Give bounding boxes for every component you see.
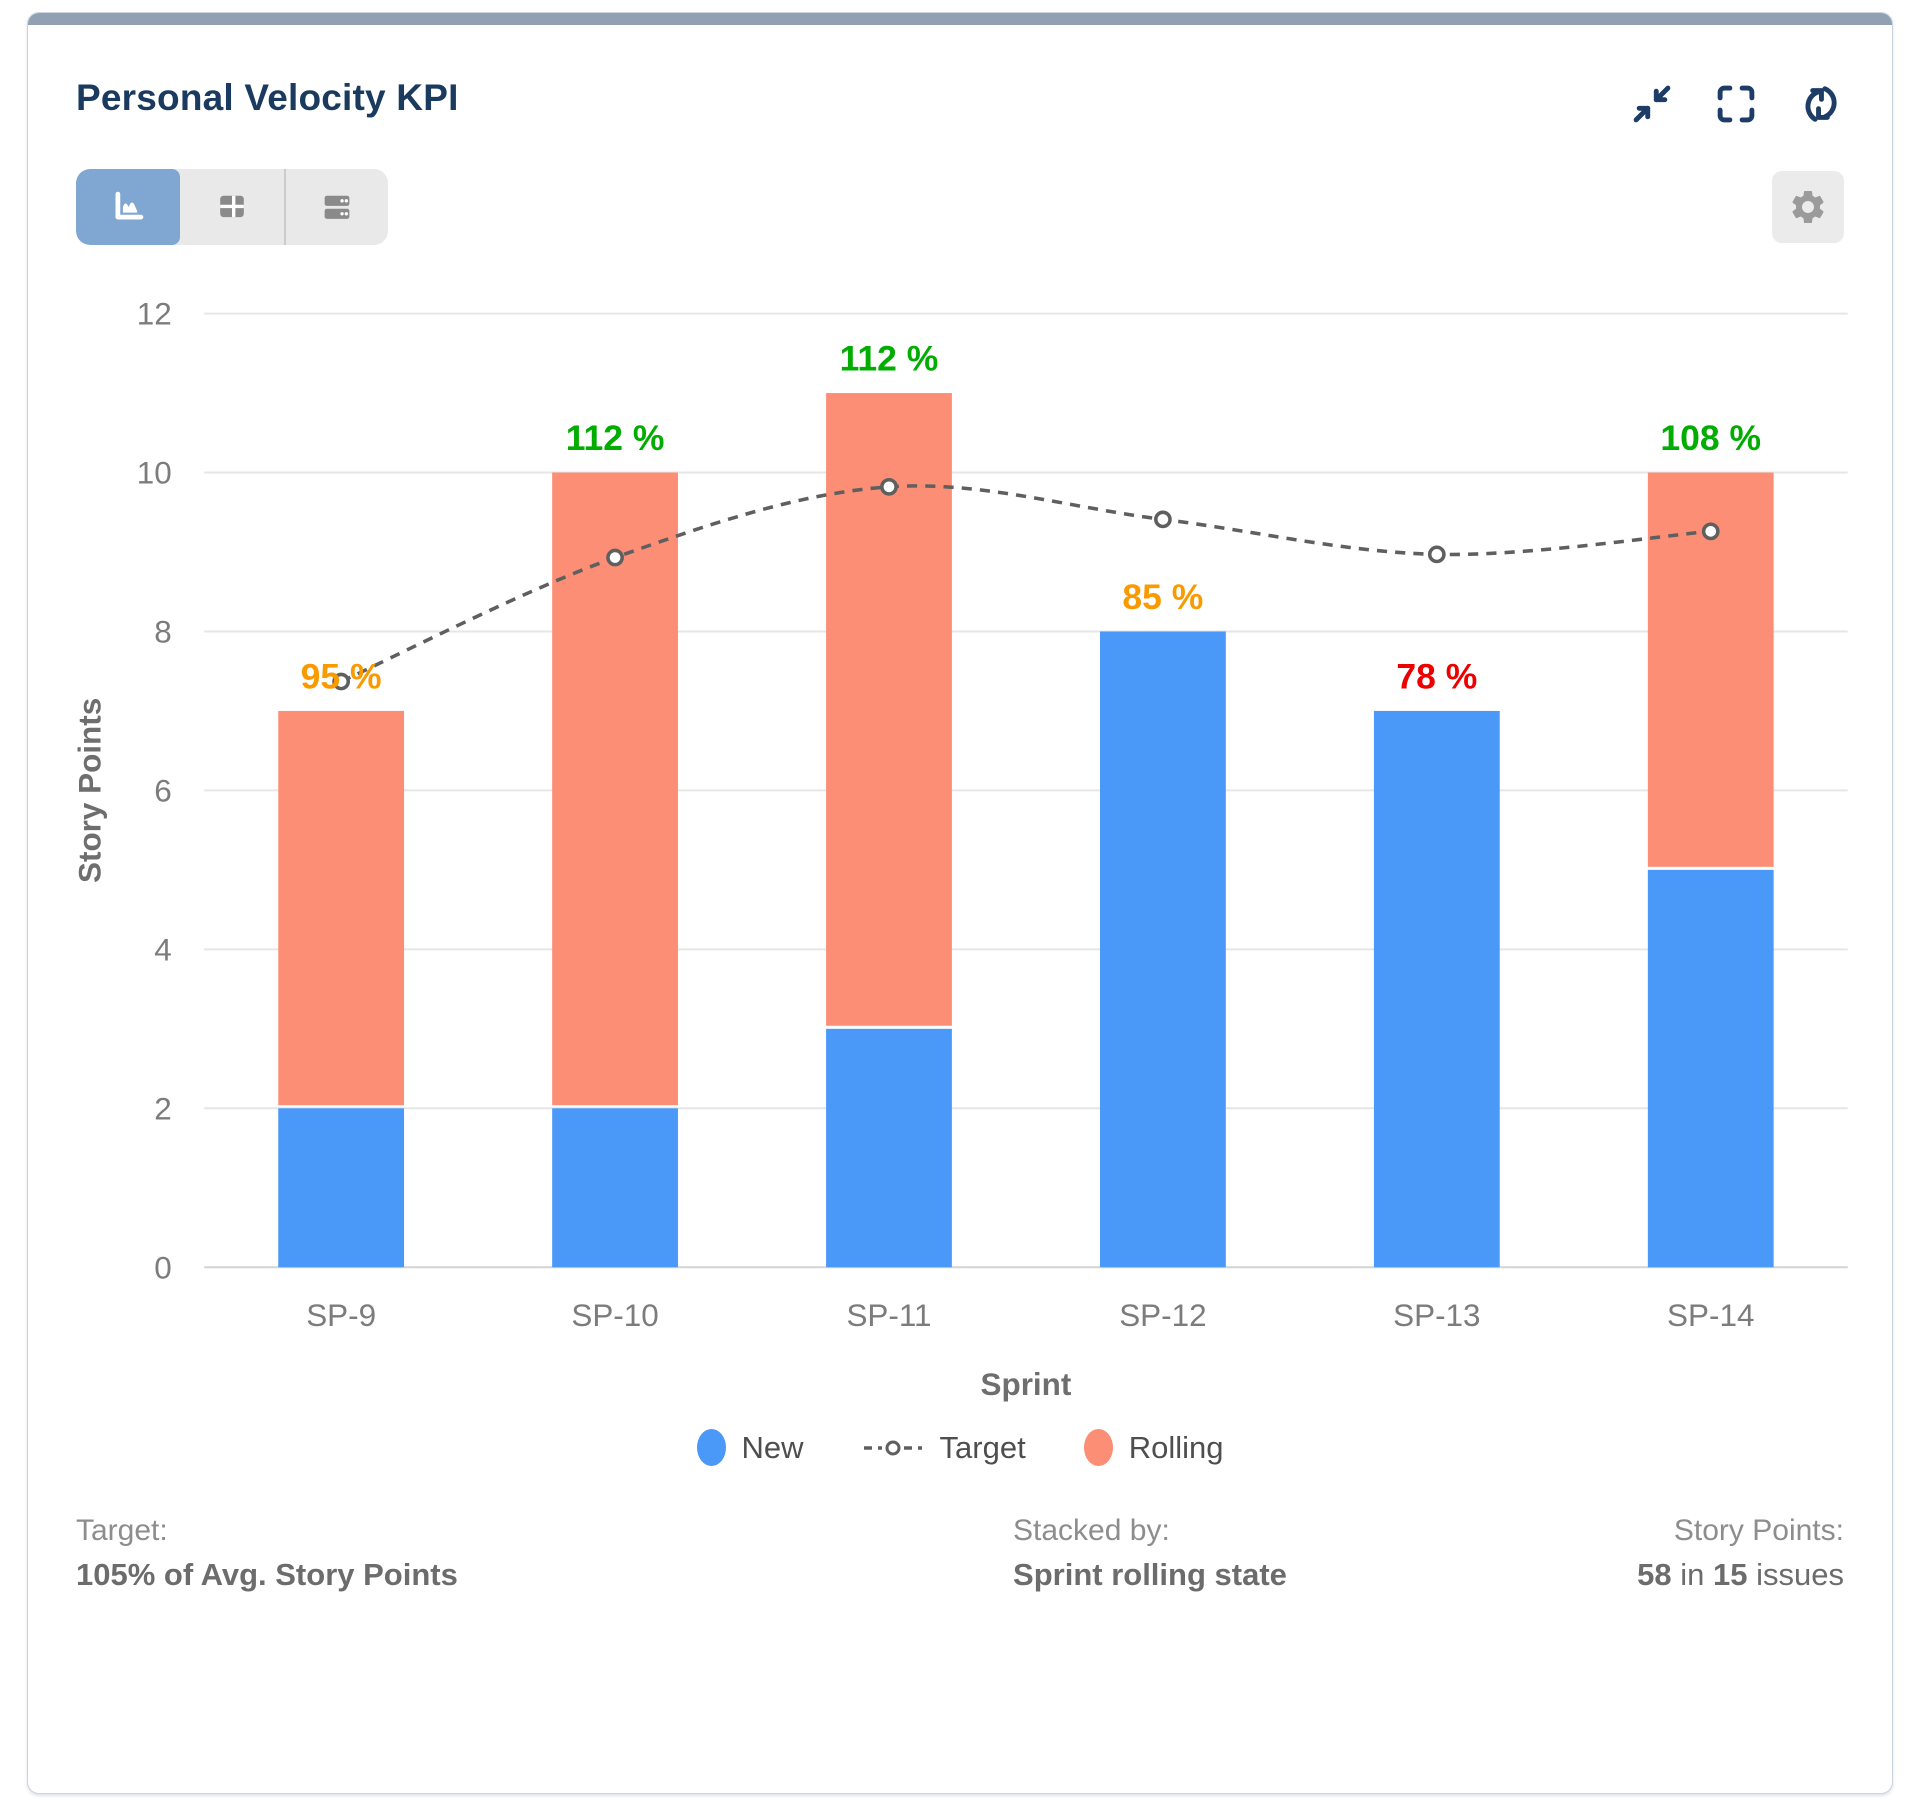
target-point[interactable] [1427,545,1446,564]
target-point[interactable] [332,672,351,691]
refresh-icon [1805,86,1837,122]
issues-suffix: issues [1747,1557,1844,1593]
bar-new-SP-12[interactable] [1100,631,1226,1268]
legend-label-new: New [741,1429,804,1465]
footer-story-points-block: Story Points: 58 in 15 issues [1490,1510,1844,1599]
bar-new-SP-13[interactable] [1373,710,1500,1268]
bar-new-SP-10[interactable] [552,1108,678,1268]
target-point[interactable] [606,548,624,567]
target-point[interactable] [1701,522,1720,541]
window-buttons [1630,81,1844,127]
y-tick-label: 8 [154,615,171,650]
percent-label: 85 % [1122,577,1203,617]
story-points-total: 58 [1637,1557,1672,1593]
stacked-by-value: Sprint rolling state [1013,1557,1287,1593]
bar-new-SP-14[interactable] [1647,869,1774,1268]
legend-label-rolling: Rolling [1128,1429,1224,1465]
story-points-value: 58 in 15 issues [1490,1552,1844,1599]
percent-label: 108 % [1660,418,1761,458]
target-label: Target: [76,1514,168,1548]
x-tick-label: SP-12 [1119,1298,1206,1333]
y-tick-label: 0 [154,1250,171,1285]
y-tick-label: 10 [137,456,172,491]
x-tick-label: SP-14 [1667,1298,1754,1333]
collapse-icon [1633,85,1671,123]
chart-view-button[interactable] [76,169,180,245]
table-view-button[interactable] [180,169,284,245]
x-axis-title: Sprint [981,1367,1072,1402]
y-tick-label: 12 [137,297,172,332]
bar-rolling-SP-10[interactable] [552,472,678,1106]
page-title: Personal Velocity KPI [76,77,459,118]
story-points-label: Story Points: [1673,1514,1844,1548]
target-point[interactable] [1154,510,1172,529]
y-axis-title: Story Points [73,698,108,883]
percent-label: 78 % [1396,657,1477,697]
x-tick-label: SP-10 [571,1298,658,1333]
bar-rolling-SP-11[interactable] [826,393,952,1026]
kpi-widget-card: Personal Velocity KPI [27,12,1893,1794]
legend-label-target: Target [939,1429,1026,1465]
percent-label: 95 % [301,657,382,697]
new-series-swatch-icon [696,1429,726,1467]
list-view-button[interactable] [284,169,388,245]
bar-new-SP-11[interactable] [826,1028,952,1268]
y-tick-label: 6 [154,774,171,809]
story-points-sep: in [1671,1557,1714,1593]
bar-rolling-SP-9[interactable] [278,710,405,1106]
x-tick-label: SP-9 [306,1298,376,1333]
chart-toolbar [28,169,1892,245]
footer-stacked-by-block: Stacked by: Sprint rolling state [1013,1510,1490,1599]
card-accent-bar [28,13,1892,25]
target-value: 105% of Avg. Story Points [76,1557,458,1593]
y-tick-label: 2 [154,1091,171,1126]
table-icon [220,195,244,218]
percent-label: 112 % [840,339,939,379]
collapse-button[interactable] [1630,81,1676,127]
settings-button[interactable] [1772,171,1844,243]
rows-icon [324,195,350,219]
rolling-series-swatch-icon [1083,1429,1113,1467]
issues-count: 15 [1713,1557,1748,1593]
percent-label: 112 % [566,418,665,458]
view-toggle-group [76,169,388,245]
y-tick-label: 4 [154,933,171,968]
x-tick-label: SP-13 [1393,1298,1480,1333]
chart-area: 0 2 4 6 8 10 12 Story Points SP-9 SP-10 SP-11 SP-12… [28,273,1892,1419]
legend-item-rolling[interactable]: Rolling [1083,1429,1224,1467]
gear-icon [1792,191,1824,223]
fullscreen-button[interactable] [1714,81,1760,127]
footer-target-block: Target: 105% of Avg. Story Points [76,1510,1013,1599]
target-series-swatch-icon [863,1440,922,1456]
fullscreen-icon [1717,85,1755,123]
target-line [340,484,1711,684]
legend-item-new[interactable]: New [696,1429,804,1467]
velocity-chart: 0 2 4 6 8 10 12 Story Points SP-9 SP-10 SP-11 SP-12… [73,297,1848,1402]
bar-new-SP-9[interactable] [278,1108,405,1268]
legend-item-target[interactable]: Target [862,1430,1026,1466]
widget-footer: Target: 105% of Avg. Story Points Stacke… [28,1510,1892,1599]
area-chart-icon [115,191,144,220]
card-header: Personal Velocity KPI [28,25,1892,127]
stacked-by-label: Stacked by: [1013,1514,1170,1548]
refresh-button[interactable] [1798,81,1844,127]
x-tick-label: SP-11 [846,1298,931,1333]
target-point[interactable] [880,477,898,496]
chart-legend: New Target Rolling [28,1429,1892,1467]
